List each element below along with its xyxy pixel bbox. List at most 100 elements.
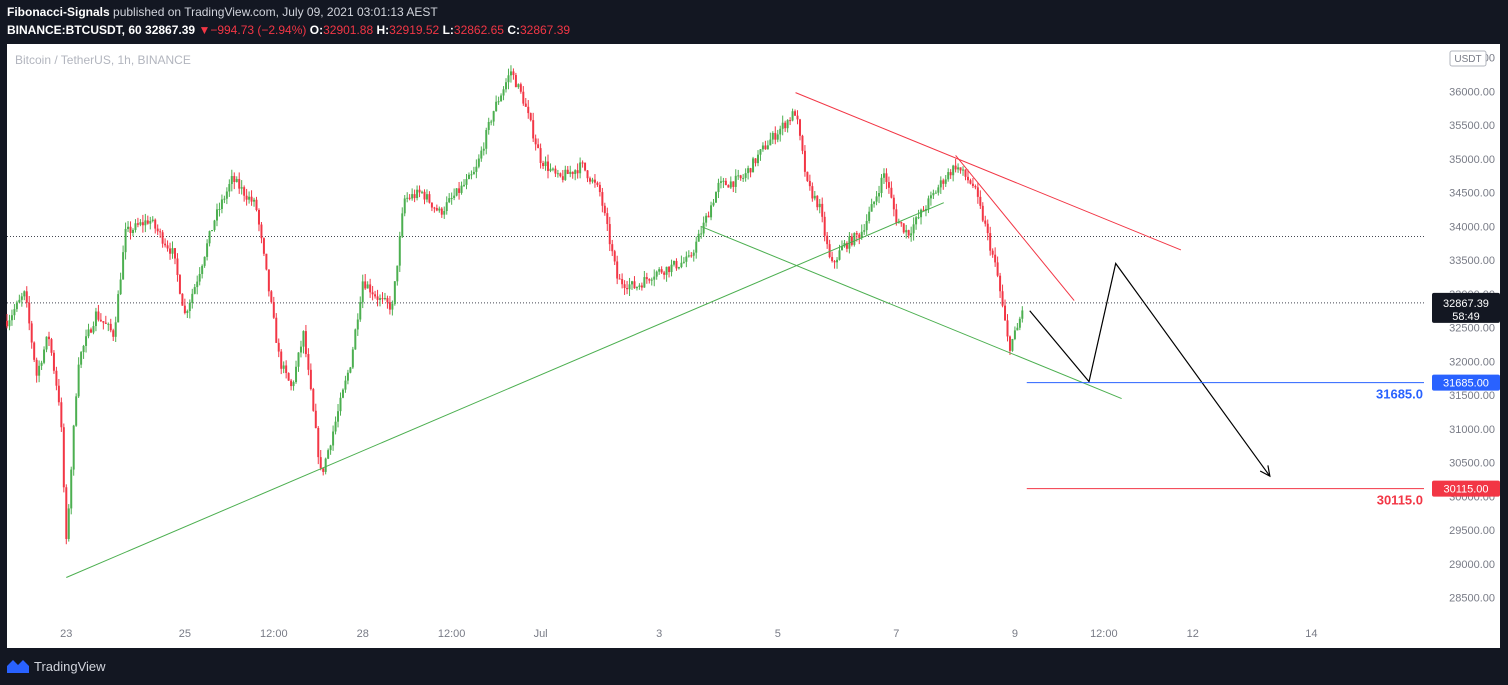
support-falling-line[interactable] <box>700 225 1122 399</box>
candle-up <box>337 411 340 422</box>
resistance-inner-line[interactable] <box>955 155 1075 301</box>
candle-up <box>712 202 715 206</box>
candle-up <box>635 286 638 289</box>
author-name[interactable]: Fibonacci-Signals <box>7 5 110 19</box>
candle-down <box>727 185 730 188</box>
tradingview-logo-icon[interactable] <box>7 657 29 673</box>
candle-up <box>791 111 794 121</box>
candle-down <box>966 176 969 181</box>
candle-down <box>907 230 910 236</box>
candle-up <box>1013 330 1016 339</box>
candle-down <box>554 168 557 174</box>
candle-up <box>838 250 841 260</box>
candle-up <box>398 236 401 266</box>
candle-down <box>33 342 36 360</box>
candle-down <box>561 176 564 180</box>
candle-up <box>650 279 653 281</box>
candle-down <box>749 168 752 173</box>
candle-down <box>845 242 848 249</box>
candle-down <box>529 113 532 121</box>
tradingview-brand[interactable]: TradingView <box>34 659 106 674</box>
candle-up <box>472 171 475 175</box>
candle-up <box>658 269 661 272</box>
high-label: H: <box>376 23 390 37</box>
candle-down <box>522 91 525 104</box>
candle-down <box>109 323 112 331</box>
candle-down <box>984 220 987 224</box>
candle-up <box>131 229 134 233</box>
candle-up <box>502 89 505 96</box>
candle-down <box>433 207 436 209</box>
candle-up <box>40 362 43 366</box>
candle-down <box>794 111 797 116</box>
candle-up <box>517 84 520 88</box>
candle-down <box>833 261 836 263</box>
candle-down <box>942 180 945 184</box>
candle-up <box>339 397 342 412</box>
candle-down <box>663 272 666 275</box>
candle-down <box>633 281 636 289</box>
candle-down <box>547 161 550 171</box>
x-tick-label: 25 <box>179 628 191 640</box>
high-value: 32919.52 <box>389 23 440 37</box>
candle-down <box>458 188 461 193</box>
candle-up <box>379 298 382 300</box>
candle-down <box>690 255 693 257</box>
candle-up <box>107 323 110 325</box>
candle-down <box>30 323 33 343</box>
resistance-outer-line[interactable] <box>795 92 1182 251</box>
candle-down <box>724 180 727 186</box>
candle-up <box>710 205 713 218</box>
candle-down <box>164 243 167 246</box>
price-chart[interactable]: Bitcoin / TetherUS, 1h, BINANCE 28500.00 2… <box>0 44 1508 648</box>
candle-down <box>304 331 307 355</box>
candle-up <box>569 171 572 174</box>
candle-up <box>873 201 876 205</box>
projection-path[interactable] <box>1029 262 1271 477</box>
candle-up <box>680 262 683 268</box>
candle-up <box>396 265 399 282</box>
candle-up <box>556 173 559 175</box>
candle-down <box>317 428 320 458</box>
candle-up <box>781 122 784 129</box>
candle-down <box>374 294 377 297</box>
candle-down <box>156 228 159 232</box>
candle-down <box>826 235 829 245</box>
candle-down <box>648 279 651 281</box>
candle-down <box>537 144 540 149</box>
candle-down <box>821 203 824 217</box>
candle-down <box>996 262 999 276</box>
candle-up <box>196 281 199 288</box>
support-rising-line[interactable] <box>66 202 944 578</box>
candle-down <box>806 171 809 181</box>
candle-down <box>270 291 273 303</box>
chart-canvas[interactable]: Bitcoin / TetherUS, 1h, BINANCE 28500.00 2… <box>0 44 1508 648</box>
candle-down <box>576 170 579 174</box>
candle-down <box>999 275 1002 292</box>
x-tick-label: 7 <box>893 628 899 640</box>
candle-up <box>920 209 923 218</box>
candle-down <box>816 195 819 208</box>
y-tick-label: 29000.00 <box>1449 559 1495 571</box>
currency-badge[interactable] <box>1449 50 1487 67</box>
countdown-label: 58:49 <box>1452 311 1480 323</box>
candle-down <box>584 162 587 171</box>
candle-up <box>223 198 226 200</box>
candle-up <box>700 233 703 235</box>
close-label: C: <box>507 23 520 37</box>
candle-up <box>341 389 344 398</box>
candle-down <box>97 311 100 320</box>
y-tick-label: 31500.00 <box>1449 390 1495 402</box>
candle-up <box>391 303 394 310</box>
candle-down <box>60 402 63 428</box>
candle-down <box>774 132 777 140</box>
candle-down <box>542 162 545 167</box>
last-price-badge <box>1432 292 1500 323</box>
candle-up <box>38 365 41 376</box>
candle-up <box>450 197 453 199</box>
low-label: L: <box>442 23 454 37</box>
candle-up <box>717 182 720 193</box>
level-axis-badge <box>1432 374 1500 391</box>
candle-up <box>897 222 900 224</box>
candle-down <box>732 181 735 187</box>
